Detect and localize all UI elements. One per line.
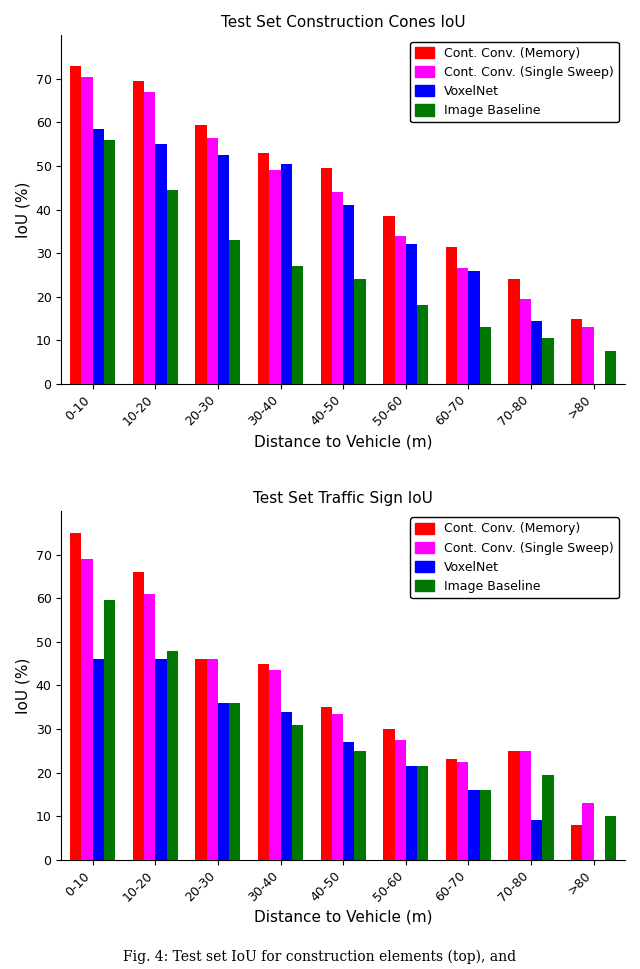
Bar (383, 729, 394, 860)
Bar (104, 140, 115, 384)
Bar (292, 266, 303, 384)
Bar (132, 572, 144, 860)
Bar (394, 235, 406, 384)
Bar (605, 816, 616, 860)
Bar (218, 155, 229, 384)
Bar (571, 825, 582, 860)
Bar (144, 594, 156, 860)
Bar (156, 659, 166, 860)
Bar (81, 559, 93, 860)
Bar (343, 205, 355, 384)
Bar (480, 790, 491, 860)
Bar (229, 240, 241, 384)
Bar (144, 92, 156, 384)
Bar (156, 144, 166, 384)
Bar (269, 671, 280, 860)
Bar (383, 216, 394, 384)
Bar (81, 77, 93, 384)
Bar (582, 803, 594, 860)
Bar (531, 821, 542, 860)
Title: Test Set Traffic Sign IoU: Test Set Traffic Sign IoU (253, 490, 433, 506)
Title: Test Set Construction Cones IoU: Test Set Construction Cones IoU (221, 15, 465, 30)
Bar (457, 762, 468, 860)
Bar (417, 766, 428, 860)
Bar (207, 138, 218, 384)
Bar (355, 279, 365, 384)
Bar (394, 740, 406, 860)
Bar (417, 305, 428, 384)
Bar (355, 751, 365, 860)
Bar (258, 664, 269, 860)
Bar (269, 171, 280, 384)
Bar (542, 338, 554, 384)
Bar (446, 760, 457, 860)
Bar (195, 125, 207, 384)
Bar (70, 66, 81, 384)
Bar (406, 766, 417, 860)
Bar (457, 268, 468, 384)
Bar (571, 319, 582, 384)
Bar (229, 703, 241, 860)
Bar (218, 703, 229, 860)
Bar (520, 298, 531, 384)
Legend: Cont. Conv. (Memory), Cont. Conv. (Single Sweep), VoxelNet, Image Baseline: Cont. Conv. (Memory), Cont. Conv. (Singl… (410, 517, 619, 598)
Bar (509, 751, 520, 860)
Bar (93, 129, 104, 384)
Bar (542, 774, 554, 860)
Bar (195, 659, 207, 860)
Bar (520, 751, 531, 860)
X-axis label: Distance to Vehicle (m): Distance to Vehicle (m) (254, 910, 433, 925)
Bar (509, 279, 520, 384)
Bar (446, 247, 457, 384)
Bar (132, 81, 144, 384)
Bar (406, 244, 417, 384)
Bar (70, 533, 81, 860)
Bar (343, 742, 355, 860)
Bar (468, 790, 480, 860)
Bar (480, 328, 491, 384)
Bar (104, 601, 115, 860)
Legend: Cont. Conv. (Memory), Cont. Conv. (Single Sweep), VoxelNet, Image Baseline: Cont. Conv. (Memory), Cont. Conv. (Singl… (410, 42, 619, 122)
Bar (166, 650, 178, 860)
X-axis label: Distance to Vehicle (m): Distance to Vehicle (m) (254, 434, 433, 450)
Bar (207, 659, 218, 860)
Bar (166, 190, 178, 384)
Bar (292, 725, 303, 860)
Y-axis label: IoU (%): IoU (%) (15, 657, 30, 713)
Bar (332, 192, 343, 384)
Bar (531, 321, 542, 384)
Bar (468, 270, 480, 384)
Y-axis label: IoU (%): IoU (%) (15, 181, 30, 237)
Bar (321, 169, 332, 384)
Bar (258, 153, 269, 384)
Bar (280, 711, 292, 860)
Bar (280, 164, 292, 384)
Bar (321, 707, 332, 860)
Bar (582, 328, 594, 384)
Bar (332, 714, 343, 860)
Bar (605, 351, 616, 384)
Text: Fig. 4: Test set IoU for construction elements (top), and: Fig. 4: Test set IoU for construction el… (124, 950, 516, 964)
Bar (93, 659, 104, 860)
